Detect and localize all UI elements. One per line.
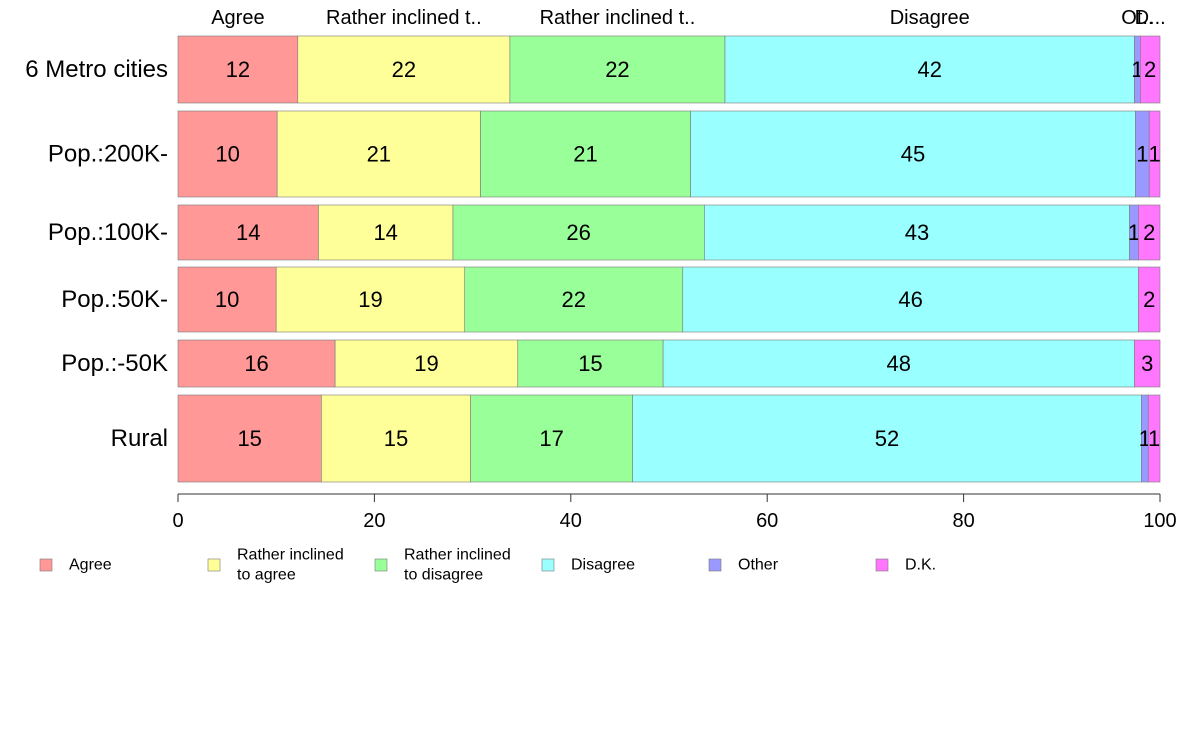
legend: Agree Rather inclined to agree Rather incli… (39, 547, 936, 584)
bar-segment (297, 35, 511, 104)
bar-segment (704, 204, 1130, 261)
bar-segment (1134, 339, 1161, 388)
bar-value-label: 12 (226, 57, 250, 82)
legend-swatch (875, 558, 889, 572)
bar-segment (1147, 394, 1161, 483)
bar-value-label: 19 (358, 287, 382, 312)
category-label: Pop.:-50K (61, 350, 168, 377)
bar-value-label: 43 (905, 220, 929, 245)
bar-value-label: 22 (392, 57, 416, 82)
legend-label: Rather inclined (404, 547, 511, 564)
bar-value-label: 1 (1148, 142, 1160, 167)
bar-plot-area: 12 22 22 42 1 210 21 21 45 1 114 14 26 43 1 210 19 22 46 21… (177, 35, 1161, 483)
x-tick-label: 100 (1143, 510, 1176, 532)
bar-value-label: 1 (1148, 426, 1160, 451)
category-label: Pop.:100K- (48, 219, 168, 246)
bar-segment (321, 394, 471, 483)
legend-label: D.K. (905, 557, 936, 574)
column-header-labels: Agree Rather inclined t.. Rather inclined … (211, 7, 1166, 29)
column-header-label: Agree (211, 7, 264, 29)
bar-value-label: 1 (1139, 426, 1151, 451)
bar-value-label: 1 (1136, 142, 1148, 167)
bar-segment (470, 394, 633, 483)
legend-label: to agree (237, 567, 296, 584)
bar-segment (334, 339, 519, 388)
column-header-label: Ot.. (1121, 7, 1153, 29)
bar-segment (662, 339, 1135, 388)
bar-segment (1138, 266, 1161, 333)
x-tick-label: 0 (172, 510, 183, 532)
bar-value-label: 14 (373, 220, 397, 245)
bar-value-label: 42 (917, 57, 941, 82)
bar-value-label: 17 (539, 426, 563, 451)
bar-segment (632, 394, 1142, 483)
legend-swatch (39, 558, 53, 572)
bar-segment (318, 204, 454, 261)
bar-value-label: 48 (887, 351, 911, 376)
bar-segment (517, 339, 664, 388)
bar-value-label: 1 (1128, 220, 1140, 245)
bar-segment (275, 266, 466, 333)
bar-value-label: 15 (578, 351, 602, 376)
bar-value-label: 16 (244, 351, 268, 376)
legend-label: Disagree (571, 557, 635, 574)
legend-swatch (207, 558, 221, 572)
bar-value-label: 2 (1143, 287, 1155, 312)
bar-segment (464, 266, 684, 333)
legend-swatch (541, 558, 555, 572)
bar-value-label: 21 (573, 142, 597, 167)
x-tick-label: 60 (756, 510, 778, 532)
bar-value-label: 21 (367, 142, 391, 167)
legend-swatch (374, 558, 388, 572)
bar-segment (177, 204, 319, 261)
bar-value-label: 15 (384, 426, 408, 451)
x-tick-label: 80 (952, 510, 974, 532)
x-tick-label: 20 (363, 510, 385, 532)
bar-value-label: 46 (898, 287, 922, 312)
bar-value-label: 26 (566, 220, 590, 245)
bar-value-label: 2 (1143, 220, 1155, 245)
category-labels: 6 Metro cities Pop.:200K- Pop.:100K- Pop.:5… (25, 56, 168, 452)
x-axis: 0 20 40 60 80 100 (172, 493, 1177, 532)
category-label: Pop.:50K- (61, 286, 168, 313)
bar-value-label: 15 (237, 426, 261, 451)
bar-segment (480, 110, 691, 198)
bar-value-label: 10 (215, 287, 239, 312)
category-label: 6 Metro cities (25, 56, 168, 83)
column-header-label: Rather inclined t.. (326, 7, 482, 29)
column-header-label: Rather inclined t.. (540, 7, 696, 29)
legend-label: Rather inclined (237, 547, 344, 564)
legend-label: Agree (69, 557, 112, 574)
bar-value-label: 22 (562, 287, 586, 312)
column-header-label: Disagree (890, 7, 970, 29)
category-label: Pop.:200K- (48, 141, 168, 168)
bar-value-label: 45 (901, 142, 925, 167)
bar-segment (452, 204, 705, 261)
bar-value-label: 10 (215, 142, 239, 167)
column-header-label: D... (1135, 7, 1166, 29)
bar-value-label: 2 (1144, 57, 1156, 82)
bar-segment (1148, 110, 1161, 198)
legend-label: Other (738, 557, 779, 574)
bar-value-label: 3 (1141, 351, 1153, 376)
bar-segment (177, 394, 322, 483)
bar-segment (724, 35, 1135, 104)
bar-segment (690, 110, 1136, 198)
x-tick-label: 40 (560, 510, 582, 532)
bar-value-label: 19 (414, 351, 438, 376)
category-label: Rural (111, 425, 168, 452)
bar-value-label: 22 (605, 57, 629, 82)
legend-label: to disagree (404, 567, 483, 584)
bar-segment (1140, 35, 1161, 104)
bar-segment (276, 110, 481, 198)
bar-value-label: 52 (875, 426, 899, 451)
legend-swatch (708, 558, 722, 572)
bar-value-label: 14 (236, 220, 260, 245)
bar-segment (1138, 204, 1161, 261)
bar-segment (682, 266, 1139, 333)
